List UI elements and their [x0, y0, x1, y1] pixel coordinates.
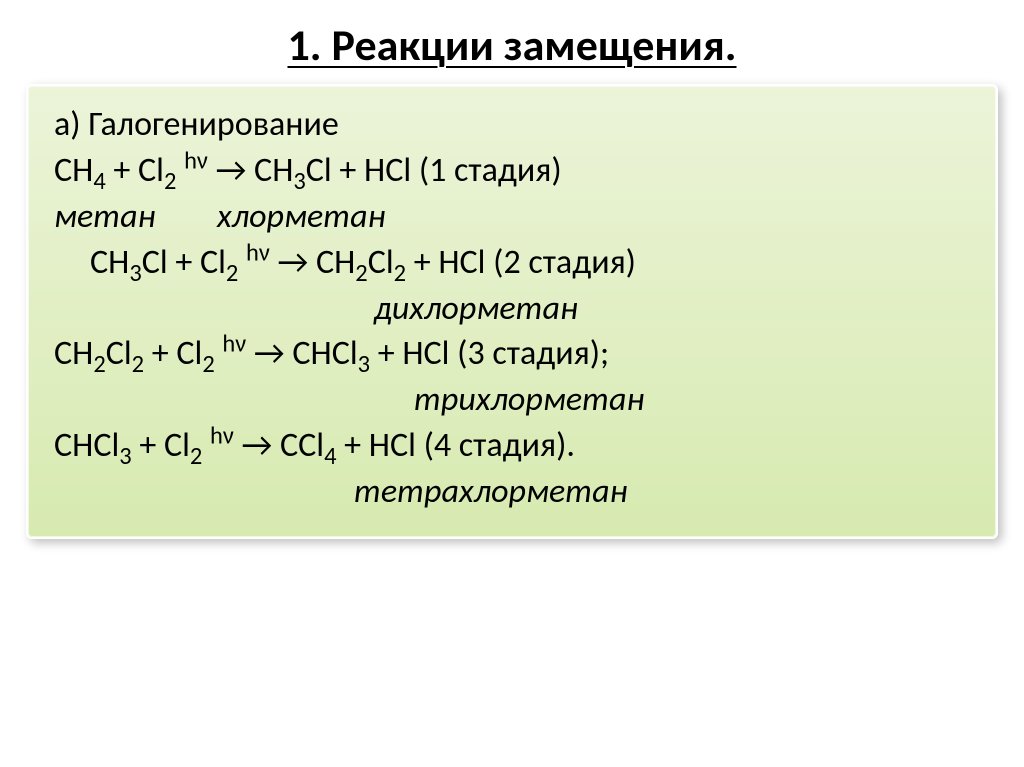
sub: 2 [355, 257, 367, 287]
line-stage4: CHCl3 + Cl2 hν → CCl4 + HCl (4 стадия). [54, 423, 970, 469]
sup: hν [184, 146, 208, 176]
txt: Cl + HCl (1 стадия) [306, 150, 562, 191]
slide-title: 1. Реакции замещения. [0, 0, 1024, 84]
txt: → CH [270, 242, 355, 283]
line-heading: а) Галогенирование [54, 102, 970, 148]
sub: 3 [293, 166, 305, 196]
txt: CH [54, 333, 93, 374]
txt: + Cl [106, 150, 164, 191]
txt: CH [54, 150, 93, 191]
txt: + HCl (2 стадия) [406, 242, 636, 283]
line-names3: трихлорметан [54, 377, 970, 423]
sup: hν [210, 421, 234, 451]
txt [202, 425, 210, 466]
content-box: а) Галогенирование CH4 + Cl2 hν → CH3Cl … [26, 84, 998, 539]
sub: 3 [119, 441, 131, 471]
txt: → CCl [234, 425, 324, 466]
txt: CHCl [54, 425, 119, 466]
sub: 2 [164, 166, 176, 196]
sup: hν [222, 329, 246, 359]
sub: 4 [93, 166, 105, 196]
slide: 1. Реакции замещения. а) Галогенирование… [0, 0, 1024, 767]
sub: 2 [132, 349, 144, 379]
line-stage3: CH2Cl2 + Cl2 hν → CHCl3 + HCl (3 стадия)… [54, 331, 970, 377]
sub: 2 [202, 349, 214, 379]
txt: → CHCl [246, 333, 357, 374]
txt: Cl [368, 242, 394, 283]
line-names1: метан хлорметан [54, 194, 970, 240]
sub: 2 [226, 257, 238, 287]
txt [176, 150, 184, 191]
sub: 3 [358, 349, 370, 379]
txt: + Cl [144, 333, 202, 374]
line-names4: тетрахлорметан [54, 469, 970, 515]
sub: 2 [190, 441, 202, 471]
txt: → CH [208, 150, 293, 191]
txt: + HCl (4 стадия). [336, 425, 575, 466]
txt: Cl [106, 333, 132, 374]
line-stage2: CH3Cl + Cl2 hν → CH2Cl2 + HCl (2 стадия) [54, 240, 970, 286]
sup: hν [246, 237, 270, 267]
sub: 4 [324, 441, 336, 471]
txt: + Cl [132, 425, 190, 466]
sub: 2 [394, 257, 406, 287]
txt [238, 242, 246, 283]
line-stage1: CH4 + Cl2 hν → CH3Cl + HCl (1 стадия) [54, 148, 970, 194]
line-names2: дихлорметан [54, 286, 970, 332]
sub: 3 [129, 257, 141, 287]
txt: + HCl (3 стадия); [370, 333, 609, 374]
txt: Cl + Cl [142, 242, 226, 283]
txt: CH [90, 242, 129, 283]
sub: 2 [93, 349, 105, 379]
